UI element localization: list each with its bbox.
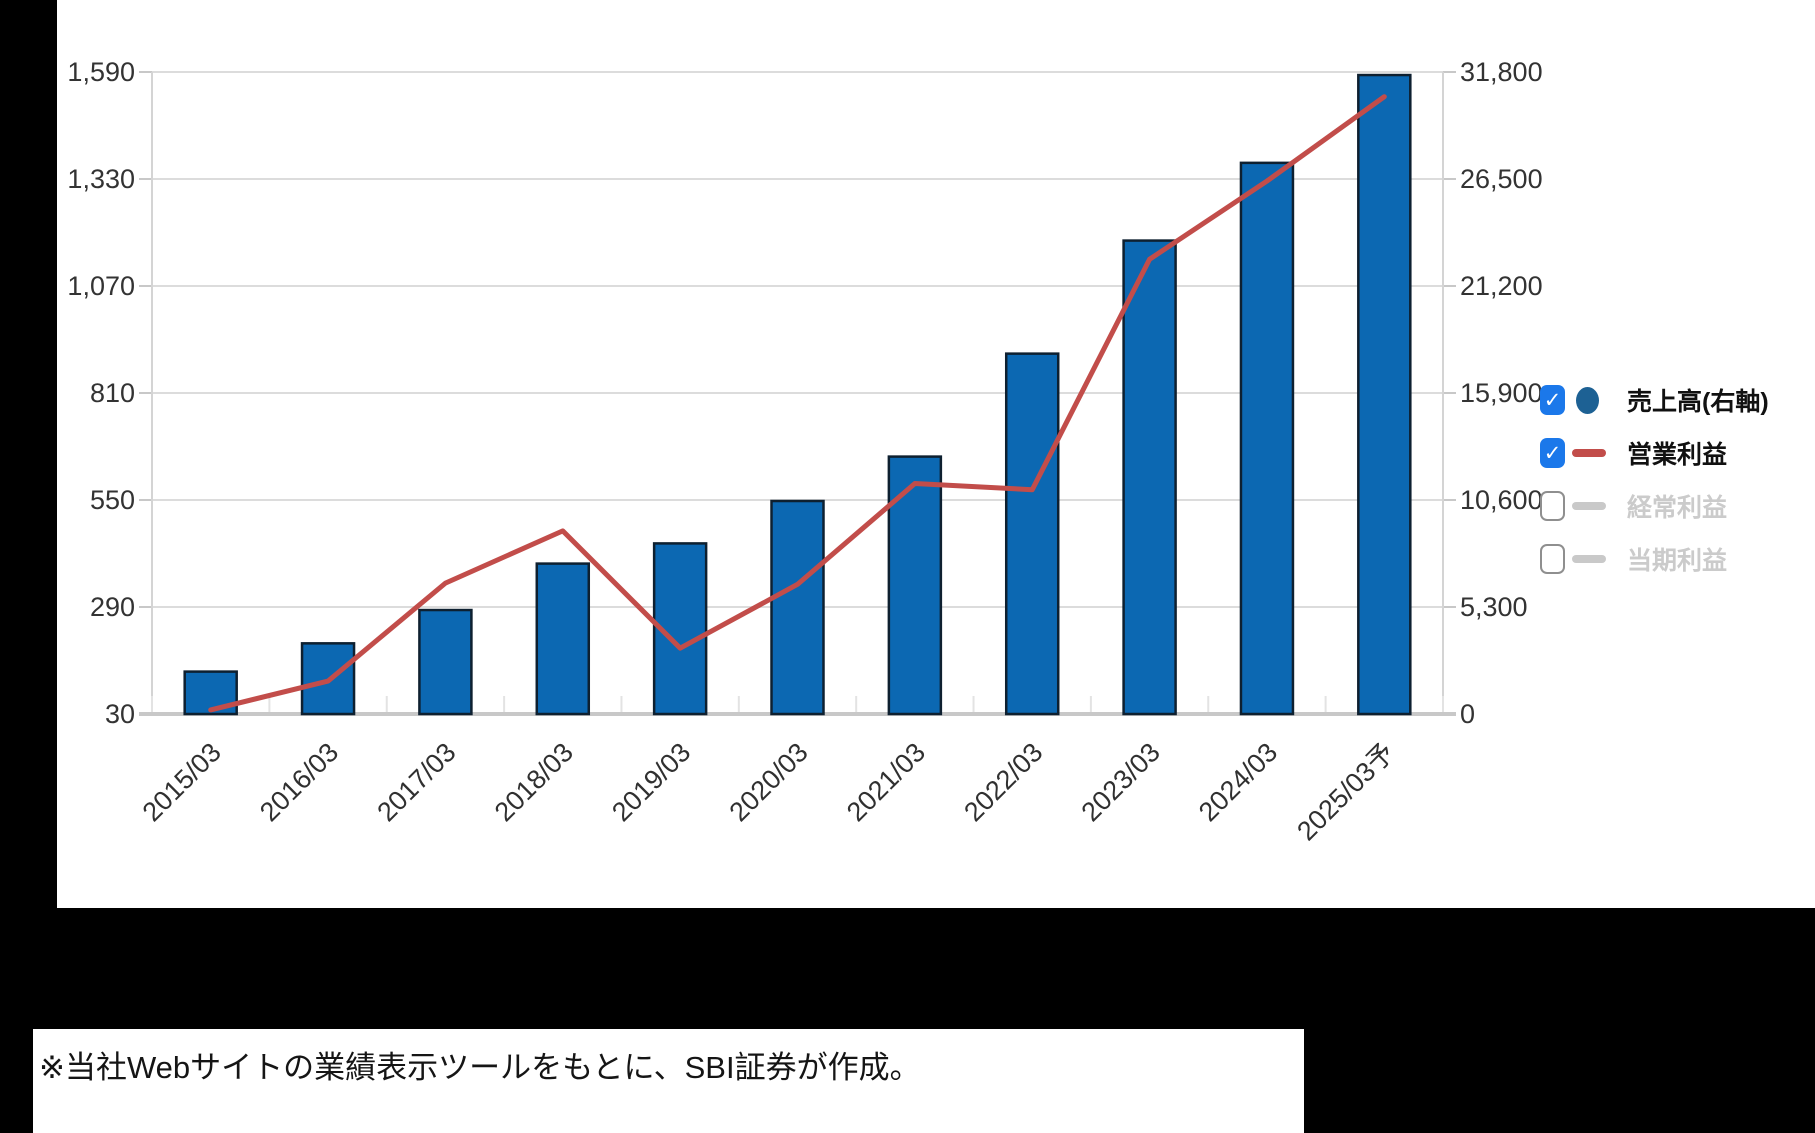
left-axis-label: 30 [105,699,135,729]
left-axis-label: 1,070 [67,271,135,301]
x-axis-label: 2017/03 [371,737,461,827]
left-axis-label: 810 [90,378,135,408]
legend-label: 当期利益 [1627,547,1728,575]
right-axis-label: 5,300 [1460,592,1528,622]
legend-item-1: ✓ 売上高(右軸) [1540,385,1810,416]
right-axis-label: 15,900 [1460,378,1543,408]
source-note-box: ※当社Webサイトの業績表示ツールをもとに、SBI証券が作成。 [33,1029,1304,1133]
right-axis-label: 10,600 [1460,485,1543,515]
left-axis-label: 1,330 [67,164,135,194]
legend-item-4: 当期利益 [1540,544,1810,575]
x-axis-label: 2019/03 [606,737,696,827]
legend-checkbox-3[interactable] [1540,491,1565,521]
x-axis-label: 2025/03予 [1291,737,1400,846]
legend-checkbox-1[interactable]: ✓ [1540,385,1565,415]
legend-item-2: ✓ 営業利益 [1540,438,1810,469]
revenue-bar-2021/03 [887,455,943,716]
right-axis-label: 26,500 [1460,164,1543,194]
legend-checkbox-2[interactable]: ✓ [1540,438,1565,468]
x-axis-label: 2015/03 [137,737,227,827]
x-axis-label: 2023/03 [1076,737,1166,827]
circle-marker-icon [1572,386,1614,414]
x-axis-label: 2020/03 [724,737,814,827]
revenue-bar-2018/03 [535,562,591,716]
line-marker-icon [1572,502,1614,510]
chart-panel: 30 0 290 5,300 550 10,600 810 15,900 1,070 21,200… [57,0,1815,908]
left-axis-label: 550 [90,485,135,515]
x-axis-label: 2024/03 [1193,737,1283,827]
chart-legend: ✓ 売上高(右軸) ✓ 営業利益経常利益当期利益 [1540,385,1810,597]
operating-profit-line [208,94,1387,713]
series-marker [1572,502,1606,510]
revenue-bar-2017/03 [418,608,473,716]
x-axis-label: 2018/03 [489,737,579,827]
right-axis-label: 0 [1460,699,1475,729]
revenue-bar-2024/03 [1239,161,1295,716]
series-marker [1576,386,1599,414]
revenue-bar-2023/03 [1122,239,1177,716]
revenue-bar-2022/03 [1004,352,1060,716]
left-axis-label: 1,590 [67,57,135,87]
legend-label: 営業利益 [1627,441,1728,469]
left-axis-label: 290 [90,592,135,622]
right-axis-label: 21,200 [1460,271,1543,301]
x-axis-label: 2016/03 [254,737,344,827]
legend-label: 売上高(右軸) [1627,388,1769,416]
line-marker-icon [1572,555,1614,563]
series-marker [1572,449,1606,457]
series-marker [1572,555,1606,563]
legend-item-3: 経常利益 [1540,491,1810,522]
chart-canvas: 30 0 290 5,300 550 10,600 810 15,900 1,070 21,200… [67,57,1543,846]
line-marker-icon [1572,449,1614,457]
revenue-bar-2020/03 [770,499,825,716]
x-axis-label: 2021/03 [841,737,931,827]
revenue-bar-2025/03予 [1357,73,1412,716]
x-axis-label: 2022/03 [958,737,1048,827]
legend-label: 経常利益 [1627,494,1728,522]
source-note: ※当社Webサイトの業績表示ツールをもとに、SBI証券が作成。 [39,1050,921,1085]
legend-checkbox-4[interactable] [1540,544,1565,574]
right-axis-label: 31,800 [1460,57,1543,87]
